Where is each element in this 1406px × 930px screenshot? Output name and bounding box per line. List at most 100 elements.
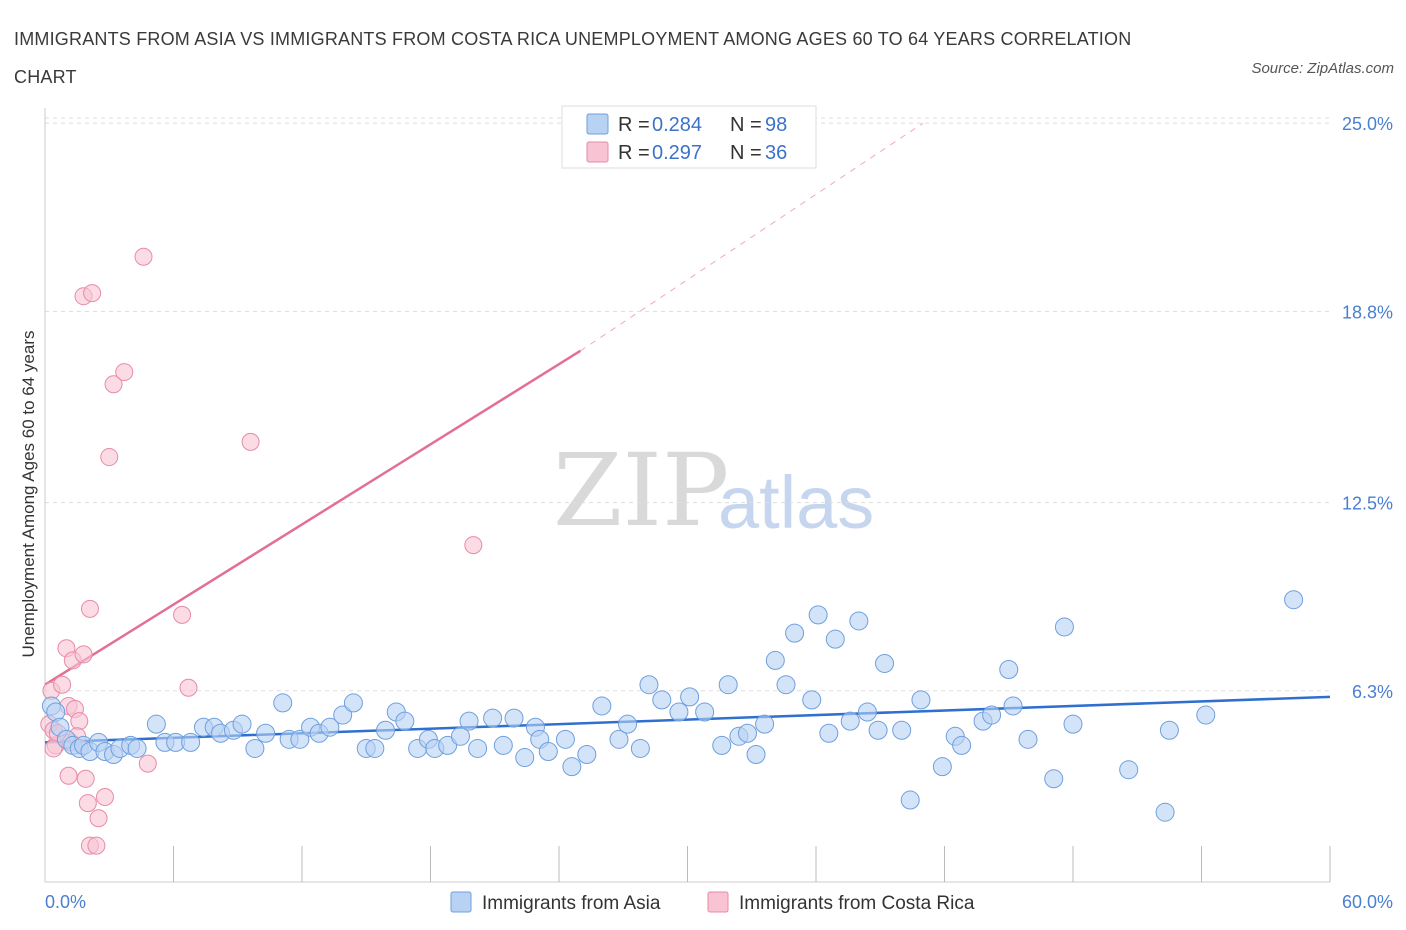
- data-point-costa-rica: [44, 739, 63, 758]
- data-point-asia: [483, 708, 503, 728]
- data-point-asia: [1063, 714, 1083, 734]
- bottom-legend-label-asia: Immigrants from Asia: [482, 893, 661, 914]
- data-point-asia: [438, 735, 458, 755]
- data-point-asia: [1018, 729, 1038, 749]
- data-point-asia: [1196, 705, 1216, 725]
- data-point-costa-rica: [104, 375, 123, 394]
- data-point-costa-rica: [53, 675, 72, 694]
- data-point-asia: [932, 757, 952, 777]
- watermark: ZIP atlas: [553, 432, 874, 549]
- data-point-asia: [808, 605, 828, 625]
- data-point-costa-rica: [80, 599, 99, 618]
- data-point-asia: [376, 720, 396, 740]
- data-point-asia: [450, 726, 470, 746]
- data-point-costa-rica: [83, 284, 102, 303]
- data-point-asia: [712, 735, 732, 755]
- data-point-costa-rica: [138, 754, 157, 773]
- y-axis-label: Unemployment Among Ages 60 to 64 years: [19, 331, 38, 658]
- data-point-asia: [232, 714, 252, 734]
- data-point-asia: [765, 650, 785, 670]
- data-point-asia: [365, 738, 385, 758]
- data-point-asia: [555, 729, 575, 749]
- legend-r-value-asia: 0.284: [652, 114, 702, 136]
- data-point-asia: [290, 729, 310, 749]
- data-point-asia: [538, 741, 558, 761]
- data-point-asia: [639, 675, 659, 695]
- data-point-asia: [875, 653, 895, 673]
- data-point-asia: [245, 738, 265, 758]
- data-point-asia: [1284, 590, 1304, 610]
- x-tick-label-max: 60.0%: [1342, 892, 1393, 912]
- axes: [44, 108, 1331, 883]
- data-point-asia: [618, 714, 638, 734]
- data-point-costa-rica: [87, 836, 106, 855]
- data-point-costa-rica: [100, 448, 119, 467]
- bottom-legend-swatch-asia: [450, 891, 472, 913]
- data-point-costa-rica: [95, 788, 114, 807]
- data-point-asia: [577, 745, 597, 765]
- data-point-asia: [652, 690, 672, 710]
- data-point-asia: [1054, 617, 1074, 637]
- data-point-asia: [1155, 802, 1175, 822]
- source-label: Source: ZipAtlas.com: [1251, 60, 1394, 77]
- data-point-asia: [333, 705, 353, 725]
- data-point-asia: [1044, 769, 1064, 789]
- chart-title: IMMIGRANTS FROM ASIA VS IMMIGRANTS FROM …: [14, 29, 1132, 87]
- data-point-asia: [669, 702, 689, 722]
- data-point-asia: [459, 711, 479, 731]
- data-point-costa-rica: [179, 678, 198, 697]
- data-point-asia: [630, 738, 650, 758]
- top-legend: R = 0.284 N = 98 R = 0.297 N = 36: [561, 105, 817, 169]
- bottom-legend-label-costa-rica: Immigrants from Costa Rica: [739, 893, 975, 914]
- legend-swatch-asia: [586, 113, 609, 135]
- data-point-costa-rica: [74, 645, 93, 664]
- data-point-costa-rica: [134, 247, 153, 266]
- data-point-asia: [592, 696, 612, 716]
- data-point-asia: [737, 723, 757, 743]
- data-point-asia: [849, 611, 869, 631]
- data-point-asia: [911, 690, 931, 710]
- data-point-asia: [320, 717, 340, 737]
- data-point-costa-rica: [173, 605, 192, 624]
- bottom-legend: Immigrants from Asia Immigrants from Cos…: [450, 891, 975, 914]
- legend-r-value-costa-rica: 0.297: [652, 142, 702, 164]
- data-point-asia: [146, 714, 166, 734]
- data-point-asia: [785, 623, 805, 643]
- data-point-asia: [493, 735, 513, 755]
- x-tick-label-min: 0.0%: [45, 892, 86, 912]
- trend-line-costa-rica-extension: [580, 122, 924, 352]
- data-point-asia: [695, 702, 715, 722]
- data-point-costa-rica: [59, 766, 78, 785]
- data-point-asia: [892, 720, 912, 740]
- data-point-costa-rica: [76, 769, 95, 788]
- data-point-asia: [802, 690, 822, 710]
- data-point-asia: [395, 711, 415, 731]
- data-point-asia: [868, 720, 888, 740]
- data-point-costa-rica: [464, 536, 483, 555]
- legend-n-value-costa-rica: 36: [765, 142, 787, 164]
- data-point-asia: [504, 708, 524, 728]
- data-point-asia: [181, 732, 201, 752]
- data-point-asia: [755, 714, 775, 734]
- data-point-asia: [343, 693, 363, 713]
- legend-r-label-costa-rica: R =: [618, 142, 650, 164]
- y-tick-label: 6.3%: [1352, 682, 1393, 702]
- data-point-asia: [562, 757, 582, 777]
- legend-r-label-asia: R =: [618, 114, 650, 136]
- data-point-asia: [857, 702, 877, 722]
- y-tick-label: 18.8%: [1342, 302, 1393, 322]
- data-point-asia: [680, 687, 700, 707]
- data-point-asia: [999, 660, 1019, 680]
- bottom-legend-swatch-costa-rica: [707, 891, 729, 913]
- data-point-asia: [900, 790, 920, 810]
- data-point-asia: [1003, 696, 1023, 716]
- data-point-asia: [819, 723, 839, 743]
- data-point-asia: [840, 711, 860, 731]
- data-point-costa-rica: [241, 432, 260, 451]
- y-tick-labels: 6.3% 12.5% 18.8% 25.0%: [1342, 114, 1393, 702]
- data-point-costa-rica: [89, 809, 108, 828]
- y-tick-label: 12.5%: [1342, 494, 1393, 514]
- series-costa-rica-points: [40, 247, 483, 855]
- data-point-asia: [609, 729, 629, 749]
